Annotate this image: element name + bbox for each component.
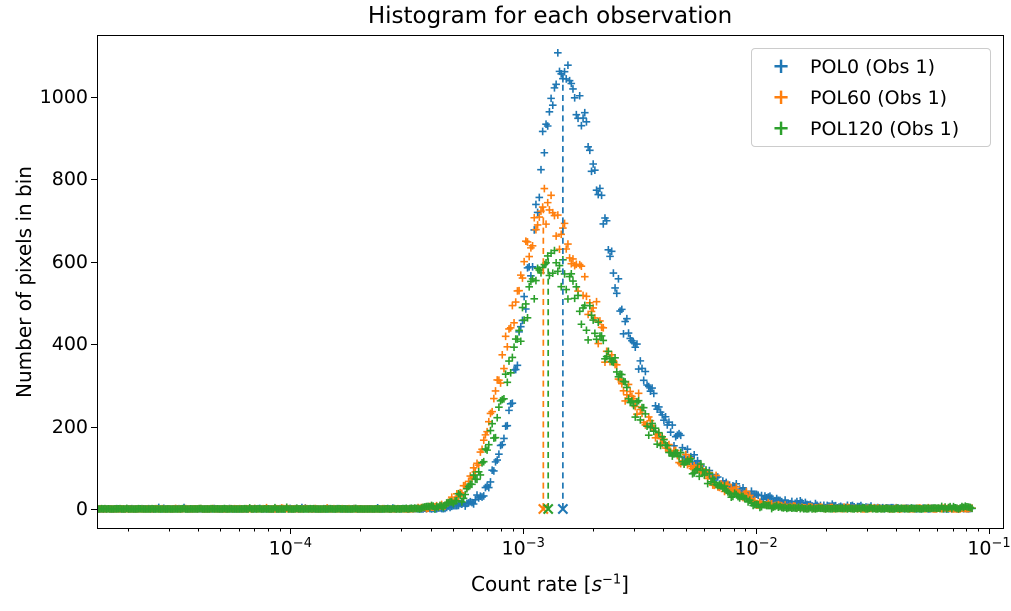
x-tick-label: 10−4: [268, 536, 312, 560]
x-axis-label: Count rate [s−1]: [97, 572, 1003, 596]
plus-marker-icon: +: [772, 85, 790, 109]
y-tick-label: 0: [75, 498, 88, 520]
y-tick-label: 800: [51, 168, 88, 191]
legend-item-pol120: + POL120 (Obs 1): [752, 113, 990, 144]
chart-title: Histogram for each observation: [367, 3, 733, 29]
x-axis-label-exponent: −1: [601, 572, 622, 588]
plus-marker-icon: +: [772, 116, 790, 140]
y-axis-label: Number of pixels in bin: [12, 166, 36, 398]
legend-label: POL0 (Obs 1): [810, 55, 935, 78]
x-axis-label-suffix: ]: [621, 572, 629, 596]
x-tick-label: 10−3: [501, 536, 545, 560]
y-tick-label: 600: [51, 250, 88, 273]
y-tick-label: 200: [51, 415, 88, 438]
legend-item-pol60: + POL60 (Obs 1): [752, 82, 990, 113]
legend-label: POL120 (Obs 1): [810, 117, 960, 140]
x-tick-label: 10−2: [734, 536, 778, 560]
legend: + POL0 (Obs 1) + POL60 (Obs 1) + POL120 …: [751, 48, 991, 147]
x-axis-label-unit: s: [591, 572, 602, 596]
legend-label: POL60 (Obs 1): [810, 86, 948, 109]
x-tick-label: 10−1: [967, 536, 1011, 560]
y-tick-label: 1000: [39, 86, 88, 108]
plus-marker-icon: +: [772, 54, 790, 78]
x-axis-label-prefix: Count rate [: [471, 572, 592, 596]
legend-item-pol0: + POL0 (Obs 1): [752, 51, 990, 82]
y-tick-label: 400: [51, 333, 88, 356]
